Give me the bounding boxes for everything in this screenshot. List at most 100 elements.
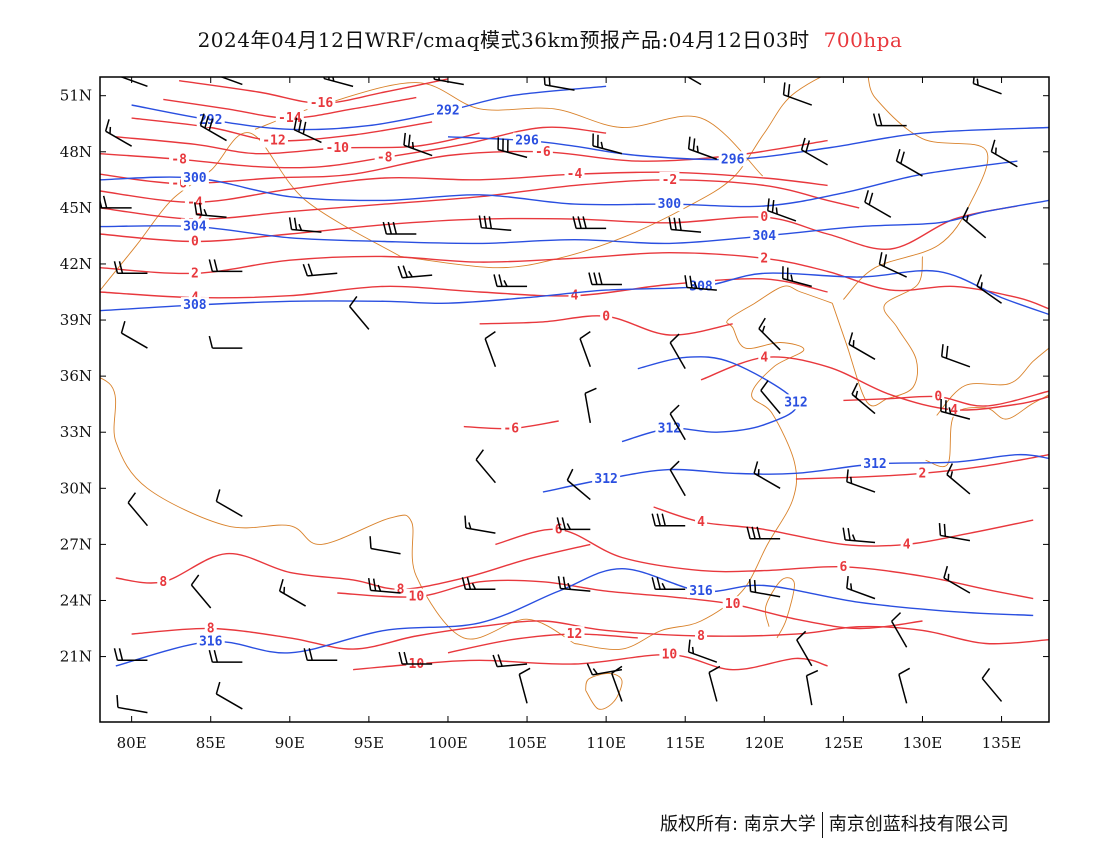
wind-barb — [689, 137, 717, 160]
wind-barb — [589, 273, 622, 285]
wind-barb-feather — [772, 200, 773, 212]
wind-barb — [99, 196, 132, 208]
lat-tick-label: 30N — [60, 479, 92, 497]
wind-barb-feather — [485, 332, 495, 339]
wind-barb-feather — [848, 528, 850, 540]
wind-barb-feather — [585, 388, 596, 393]
wind-barb-feather — [209, 336, 212, 348]
temperature-contour-label: 8 — [159, 575, 167, 590]
wind-barb-feather — [409, 135, 410, 147]
wind-barb-feather — [768, 198, 769, 210]
wind-barb-feather — [578, 216, 581, 228]
wind-barb-feather — [214, 259, 217, 271]
temperature-contour-label: 8 — [397, 582, 405, 597]
wind-barb — [209, 650, 242, 662]
height-contour-label: 296 — [721, 152, 745, 167]
wind-barb-feather — [369, 578, 371, 590]
temperature-contour-label: 4 — [697, 515, 705, 530]
temperature-contour — [495, 529, 1033, 598]
wind-barb-feather — [899, 668, 910, 674]
wind-barb — [303, 264, 337, 276]
wind-barb — [216, 682, 242, 709]
temperature-contour-label: 0 — [191, 235, 199, 250]
temperature-contour-label: -4 — [567, 167, 583, 182]
wind-barb-feather — [191, 575, 198, 585]
temperature-contour-label: -6 — [503, 421, 519, 436]
wind-barb — [670, 461, 685, 496]
wind-barb-feather — [106, 119, 109, 131]
temperature-contour-label: -14 — [278, 111, 302, 126]
lon-tick-label: 125E — [824, 734, 864, 752]
height-contour-label: 304 — [183, 220, 207, 235]
wind-barb-feather — [788, 84, 789, 96]
wind-barb-feather — [128, 493, 135, 503]
temperature-contour — [100, 206, 1017, 249]
wind-barb — [216, 489, 242, 516]
wind-barb — [982, 668, 1001, 701]
wind-barb — [849, 332, 875, 359]
wind-barb-staff — [350, 306, 369, 329]
wind-barb-feather — [784, 82, 785, 94]
lon-tick-label: 110E — [586, 734, 626, 752]
wind-barb-staff — [797, 640, 812, 666]
height-contour-label: 316 — [199, 635, 223, 650]
temperature-contour-label: -10 — [326, 141, 350, 156]
wind-barb-feather — [670, 461, 679, 470]
height-contour-label: 308 — [689, 279, 713, 294]
temperature-contour-label: 12 — [567, 627, 583, 642]
wind-barb-feather — [874, 114, 877, 126]
wind-barb-feather — [583, 216, 586, 228]
wind-barb-feather — [944, 524, 945, 536]
wind-barb-feather — [519, 668, 530, 674]
lon-tick-label: 135E — [982, 734, 1022, 752]
wind-barb-staff — [371, 549, 401, 554]
wind-barb — [847, 576, 875, 599]
temperature-contour-label: -2 — [662, 173, 678, 188]
boundary-china-north-border — [401, 64, 988, 300]
wind-barb-feather — [121, 321, 124, 333]
wind-barb — [759, 318, 780, 350]
wind-barb-feather — [674, 218, 676, 230]
lon-tick-label: 105E — [507, 734, 547, 752]
wind-barb — [802, 138, 828, 165]
wind-barb — [398, 266, 432, 278]
wind-barb-feather — [762, 326, 764, 332]
wind-barb-feather — [685, 275, 687, 287]
lon-tick-label: 95E — [354, 734, 384, 752]
wind-barb-staff — [485, 339, 495, 367]
boundary-korea — [832, 257, 922, 406]
wind-barb-feather — [499, 274, 502, 286]
wind-barb-feather — [567, 523, 570, 529]
wind-barb-feather — [851, 477, 852, 484]
wind-barb-feather — [879, 252, 881, 264]
wind-barb-feather — [472, 583, 475, 589]
wind-barb-feather — [940, 523, 941, 535]
wind-barb — [973, 71, 1001, 94]
wind-barb — [580, 332, 590, 367]
wind-barb — [209, 336, 242, 348]
lat-tick-label: 39N — [60, 311, 92, 329]
wind-barb-feather — [892, 613, 901, 622]
wind-barb — [494, 274, 527, 286]
wind-barb-staff — [128, 503, 147, 526]
height-contour-label: 316 — [689, 584, 713, 599]
wind-barb-staff — [216, 694, 242, 709]
wind-barb-feather — [219, 64, 220, 76]
wind-barb-feather — [599, 273, 602, 285]
wind-barb-feather — [843, 528, 845, 540]
temperature-contour-label: 10 — [725, 597, 741, 612]
wind-barb-feather — [652, 514, 655, 526]
lat-tick-label: 27N — [60, 535, 92, 553]
wind-barb-feather — [117, 695, 118, 707]
wind-barb-feather — [847, 576, 848, 588]
height-contour — [100, 271, 1049, 315]
wind-barb-feather — [484, 216, 486, 228]
height-contour — [100, 161, 1017, 206]
height-contour-label: 312 — [784, 395, 807, 410]
wind-barb-feather — [754, 461, 757, 473]
wind-barb-feather — [982, 668, 989, 678]
height-contour-label: 300 — [183, 171, 207, 186]
wind-barb-layer — [99, 58, 1018, 713]
footer: 版权所有: 南京大学 南京创蓝科技有限公司 — [660, 810, 1009, 838]
